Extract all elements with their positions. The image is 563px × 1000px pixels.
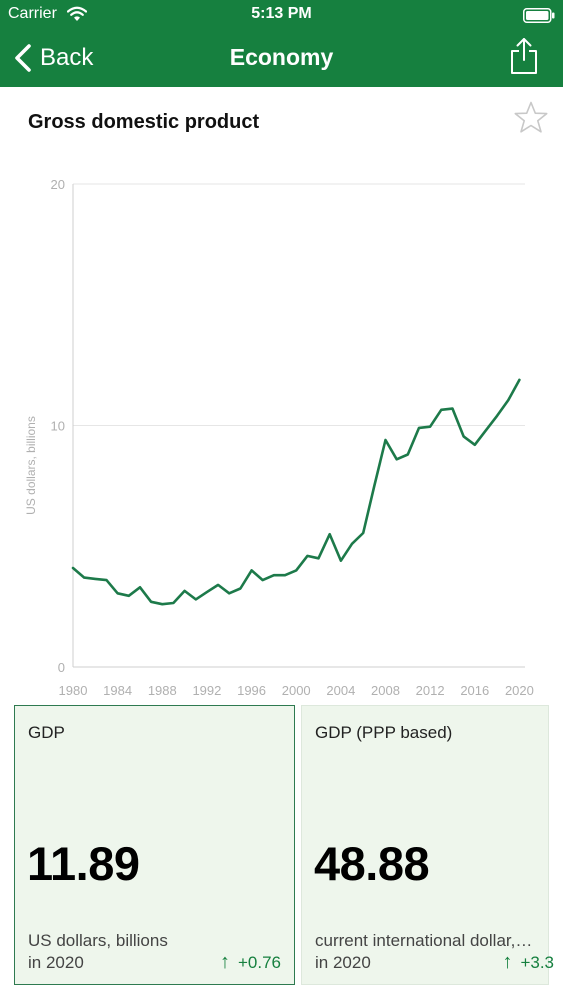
card-value: 11.89	[27, 837, 140, 890]
page-title: Economy	[229, 44, 334, 70]
x-tick-label: 2008	[371, 683, 400, 698]
x-tick-label: 2016	[460, 683, 489, 698]
gdp-line-chart: 0 10 20 1980 1984 1988 1992 1996 2000 2004 2008 201…	[24, 177, 534, 698]
star-outline-icon[interactable]	[513, 100, 549, 136]
x-tick-label: 1980	[59, 683, 88, 698]
x-tick-label: 1984	[103, 683, 132, 698]
navigation-bar: Back Economy	[0, 30, 563, 87]
x-tick-label: 2004	[326, 683, 355, 698]
y-tick-label: 10	[51, 419, 65, 434]
carrier-label: Carrier	[8, 5, 57, 22]
gdp-card[interactable]: GDP 11.89 US dollars, billions in 2020 ↑…	[14, 705, 295, 985]
card-value: 48.88	[314, 837, 430, 890]
gdp-series-line	[71, 378, 521, 606]
card-year: in 2020	[315, 953, 371, 972]
x-tick-label: 1996	[237, 683, 266, 698]
x-tick-label: 2000	[282, 683, 311, 698]
indicator-cards: GDP 11.89 US dollars, billions in 2020 ↑…	[0, 705, 563, 985]
card-change: ↑ +3.3	[502, 951, 554, 974]
card-change: ↑ +0.76	[220, 951, 281, 974]
x-tick-label: 2020	[505, 683, 534, 698]
card-change-value: +0.76	[237, 953, 281, 972]
share-icon[interactable]	[509, 36, 539, 76]
y-tick-label: 0	[58, 660, 65, 675]
y-tick-label: 20	[51, 177, 65, 192]
x-tick-label: 2012	[416, 683, 445, 698]
card-label: GDP	[28, 723, 65, 742]
chevron-left-icon	[15, 44, 31, 72]
gdp-ppp-card[interactable]: GDP (PPP based) 48.88 current internatio…	[301, 705, 554, 985]
x-tick-label: 1988	[148, 683, 177, 698]
y-axis-label: US dollars, billions	[24, 416, 38, 515]
card-change-value: +3.3	[520, 953, 554, 972]
back-label: Back	[40, 44, 94, 71]
arrow-up-icon: ↑	[502, 951, 513, 973]
status-bar: Carrier 5:13 PM	[0, 0, 563, 30]
x-tick-label: 1992	[192, 683, 221, 698]
clock-time: 5:13 PM	[251, 5, 312, 22]
back-button[interactable]: Back	[14, 40, 93, 76]
card-unit: US dollars, billions	[28, 931, 168, 950]
battery-icon	[523, 8, 555, 23]
card-label: GDP (PPP based)	[315, 723, 453, 742]
wifi-icon	[67, 6, 87, 21]
arrow-up-icon: ↑	[219, 951, 230, 973]
card-unit: current international dollar,…	[315, 931, 533, 950]
chart-title: Gross domestic product	[28, 111, 260, 133]
card-year: in 2020	[28, 953, 84, 972]
